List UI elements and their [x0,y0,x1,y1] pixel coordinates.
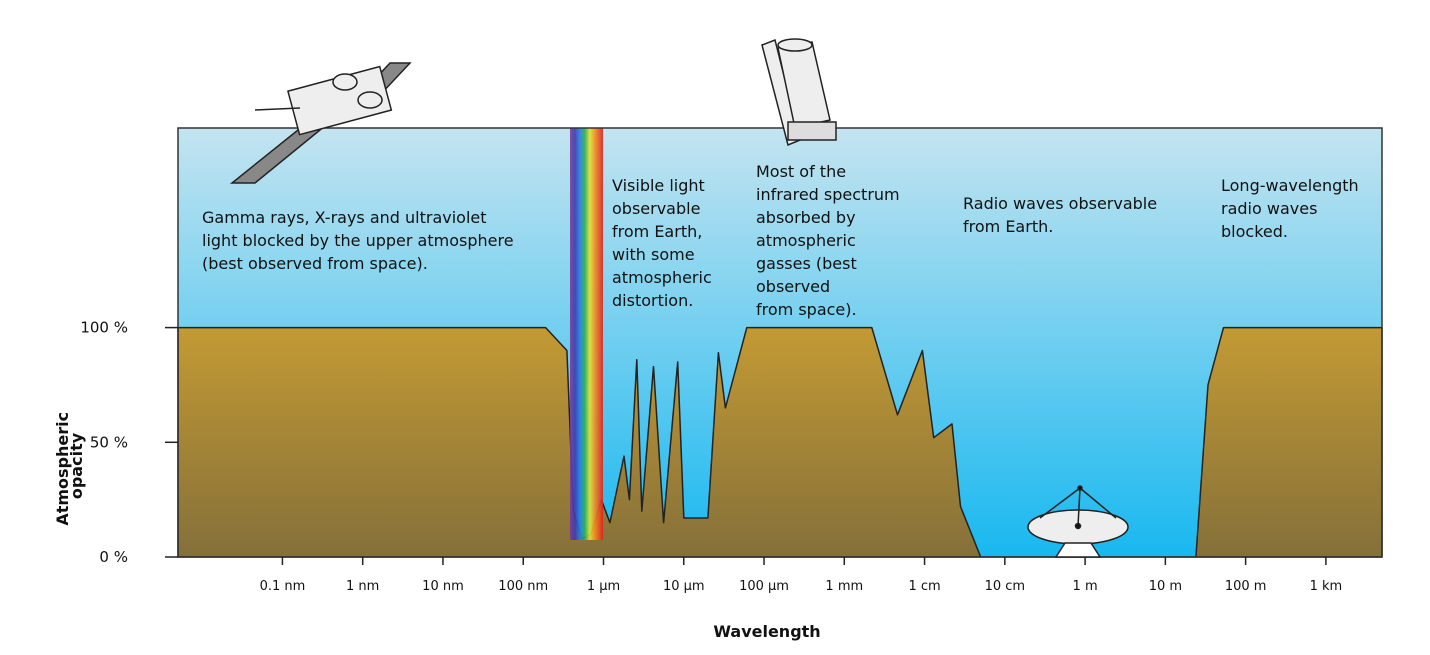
annotation: light blocked by the upper atmosphere [202,231,514,250]
x-tick-label: 100 µm [739,579,789,594]
y-tick-label: 50 % [90,433,128,451]
x-tick-label: 1 m [1073,579,1098,594]
x-tick-label: 1 km [1310,579,1343,594]
annotation: Visible light [612,176,705,195]
annotation: absorbed by [756,208,856,227]
x-tick-label: 100 nm [498,579,548,594]
y-tick-label: 0 % [99,548,128,566]
annotation: observed [756,277,830,296]
x-tick-label: 1 cm [908,579,940,594]
x-tick-label: 10 m [1149,579,1182,594]
y-axis-title-line: Atmospheric [53,412,72,526]
plot [177,128,1383,558]
x-tick-label: 1 µm [587,579,620,594]
annotation: atmospheric [612,268,712,287]
x-tick-label: 0.1 nm [260,579,306,594]
x-tick-label: 10 nm [422,579,464,594]
satellite-icon [229,62,412,184]
annotation: (best observed from space). [202,254,428,273]
radio-dish-icon [1027,485,1129,558]
annotation: from space). [756,300,857,319]
x-tick-label: 10 cm [985,579,1026,594]
y-tick-label: 100 % [80,319,128,337]
x-tick-label: 1 mm [825,579,863,594]
annotation: distortion. [612,291,693,310]
annotation: Most of the [756,162,846,181]
annotation: from Earth. [963,217,1053,236]
x-tick-label: 100 m [1225,579,1267,594]
y-axis-title: Atmospheric opacity [53,406,86,525]
x-tick-label: 1 nm [346,579,379,594]
annotation: blocked. [1221,222,1288,241]
annotation: Radio waves observable [963,194,1157,213]
annotation: gasses (best [756,254,857,273]
annotation: from Earth, [612,222,702,241]
telescope-icon [761,38,837,147]
y-axis-title-line: opacity [67,432,86,499]
annotation: Gamma rays, X-rays and ultraviolet [202,208,487,227]
annotation: observable [612,199,700,218]
annotation: Long-wavelength [1221,176,1359,195]
frame [177,127,1383,558]
x-tick-label: 10 µm [663,579,705,594]
visible-spectrum [570,128,603,540]
annotation: radio waves [1221,199,1317,218]
annotation: infrared spectrum [756,185,900,204]
annotation: with some [612,245,695,264]
annotation: atmospheric [756,231,856,250]
x-axis-title: Wavelength [713,622,820,641]
